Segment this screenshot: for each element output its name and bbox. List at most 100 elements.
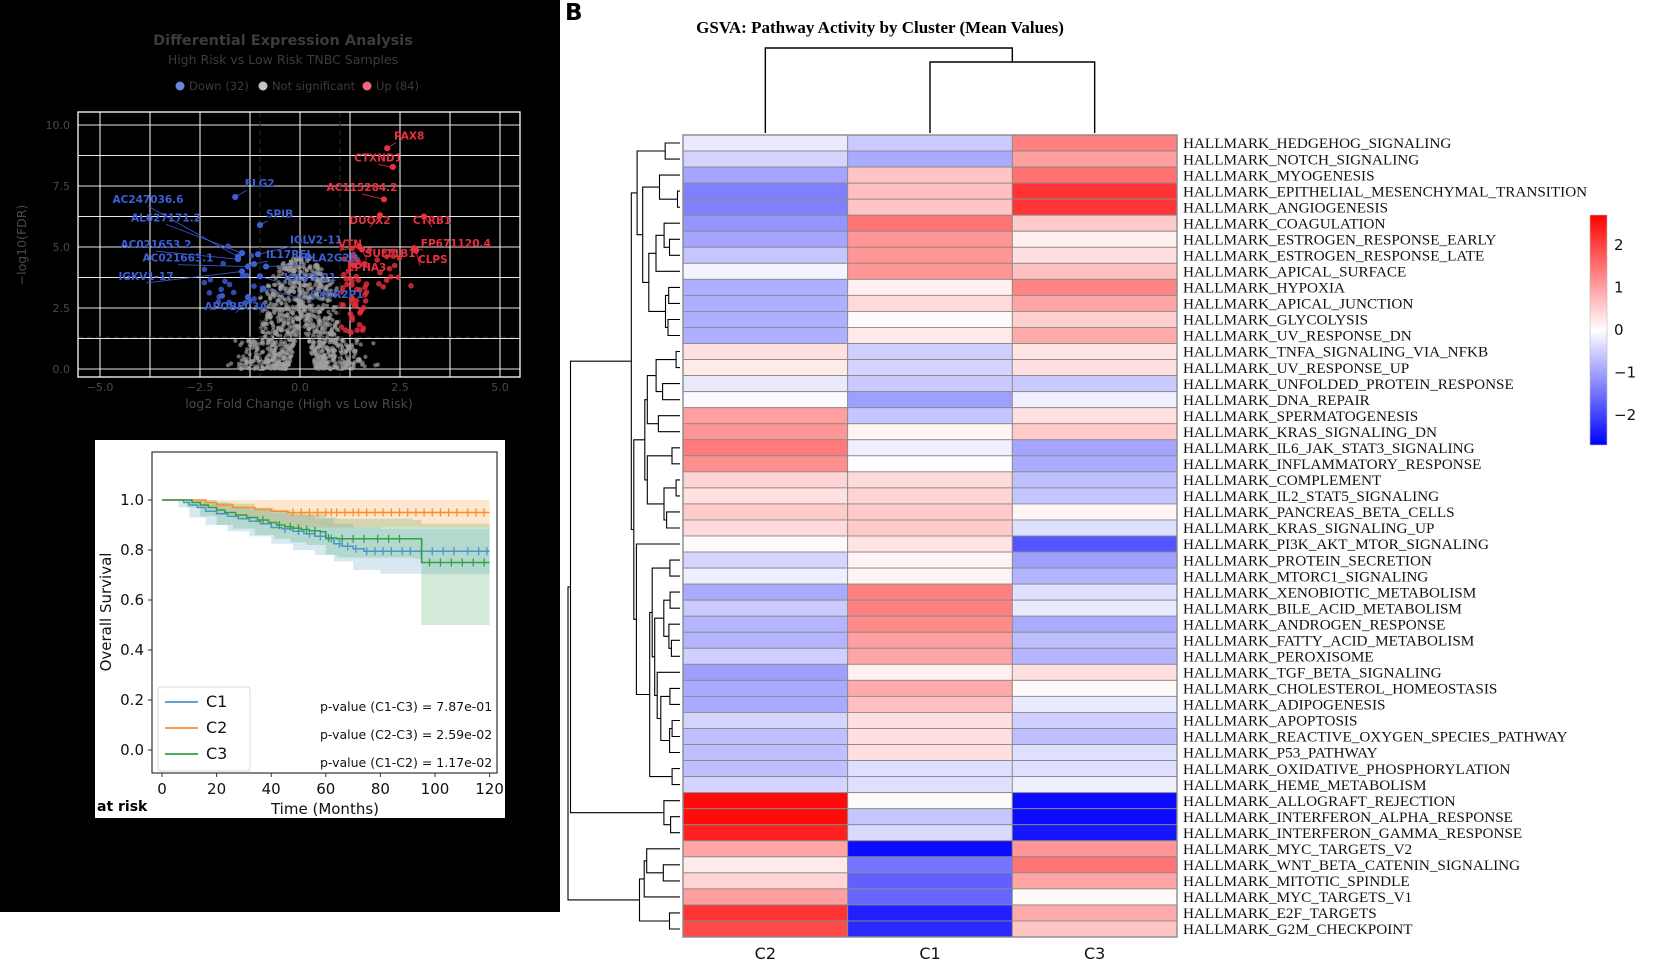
- heatmap-cell: [847, 439, 1013, 457]
- pathway-label: HALLMARK_HEDGEHOG_SIGNALING: [1183, 135, 1451, 152]
- x-tick: 0.0: [291, 381, 309, 394]
- pathway-label: HALLMARK_UV_RESPONSE_DN: [1183, 328, 1412, 345]
- colorbar: [1589, 214, 1608, 446]
- gene-point: [234, 256, 242, 263]
- heatmap-cell: [847, 679, 1013, 697]
- pathway-label: HALLMARK_EPITHELIAL_MESENCHYMAL_TRANSITI…: [1183, 183, 1587, 200]
- heatmap-cell: [682, 439, 849, 457]
- gene-label: AC247036.6: [113, 194, 184, 206]
- km-x-tick: 100: [421, 780, 450, 798]
- gene-point: [232, 193, 239, 201]
- heatmap-cell: [1011, 294, 1178, 312]
- pathway-label: HALLMARK_APICAL_JUNCTION: [1183, 296, 1413, 313]
- pathway-label: HALLMARK_PANCREAS_BETA_CELLS: [1183, 504, 1455, 521]
- km-pvalue: p-value (C1-C2) = 1.17e-02: [320, 755, 492, 770]
- heatmap-cell: [1011, 278, 1178, 296]
- gene-label: EPHA3: [347, 262, 386, 274]
- heatmap-cell: [847, 856, 1013, 874]
- heatmap-cell: [682, 663, 849, 681]
- heatmap-cell: [1011, 439, 1178, 457]
- heatmap-cell: [1011, 663, 1178, 681]
- heatmap-cell: [682, 230, 849, 248]
- km-pvalue: p-value (C2-C3) = 2.59e-02: [320, 727, 492, 742]
- heatmap-cell: [1011, 503, 1178, 521]
- heatmap-cell: [682, 182, 849, 200]
- heatmap-cell: [1011, 679, 1178, 697]
- km-plot-panel: 1.0 0.8 0.6 0.4 0.2 0.0 0 20 40 60 80 100 120 Time (M…: [95, 440, 505, 818]
- heatmap-cell: [1011, 599, 1178, 617]
- heatmap-cell: [847, 278, 1013, 296]
- heatmap-cell: [682, 166, 849, 184]
- pathway-label: HALLMARK_BILE_ACID_METABOLISM: [1183, 600, 1462, 617]
- pathway-label: HALLMARK_APICAL_SURFACE: [1183, 264, 1406, 281]
- heatmap-cell: [847, 487, 1013, 505]
- km-x-tick: 40: [262, 780, 281, 798]
- heatmap-cell: [847, 647, 1013, 665]
- pathway-label: HALLMARK_WNT_BETA_CATENIN_SIGNALING: [1183, 857, 1520, 874]
- pathway-label: HALLMARK_REACTIVE_OXYGEN_SPECIES_PATHWAY: [1183, 729, 1568, 746]
- pathway-label: HALLMARK_MYOGENESIS: [1183, 167, 1375, 184]
- at-risk-label: at risk: [97, 799, 148, 815]
- cluster-label: C2: [755, 944, 776, 963]
- heatmap-cell: [682, 198, 849, 216]
- volcano-subtitle: High Risk vs Low Risk TNBC Samples: [168, 52, 398, 67]
- heatmap-cell: [847, 327, 1013, 344]
- gene-point: [238, 250, 246, 257]
- heatmap-cell: [847, 471, 1013, 489]
- heatmap-cell: [1011, 359, 1178, 377]
- heatmap-cell: [1011, 792, 1178, 810]
- heatmap-cell: [1011, 615, 1178, 633]
- heatmap-cell: [682, 246, 849, 264]
- volcano-xlabel: log2 Fold Change (High vs Low Risk): [185, 396, 412, 411]
- km-y-tick: 0.8: [120, 541, 144, 559]
- heatmap-cell: [682, 471, 849, 489]
- gene-point: [376, 212, 384, 219]
- heatmap-cell: [847, 375, 1013, 393]
- legend-marker: [175, 81, 185, 91]
- pathway-label: HALLMARK_DNA_REPAIR: [1183, 392, 1371, 409]
- pathway-label: HALLMARK_UNFOLDED_PROTEIN_RESPONSE: [1183, 376, 1514, 393]
- volcano-plot: FLG2 AC247036.6 AL627171.2 SPIB AC021653.2 IG…: [14, 33, 521, 411]
- gene-point: [244, 293, 252, 301]
- km-curve-C2: [162, 499, 490, 514]
- y-tick: 5.0: [53, 241, 71, 254]
- pathway-label: HALLMARK_ANGIOGENESIS: [1183, 199, 1388, 216]
- heatmap-cell: [847, 198, 1013, 216]
- km-x-tick: 60: [316, 780, 335, 798]
- gene-label: IGKV1-17: [118, 271, 173, 283]
- heatmap-cell: [1011, 487, 1178, 505]
- heatmap-cell: [847, 728, 1013, 745]
- heatmap-cell: [682, 711, 849, 729]
- gene-point: [244, 263, 252, 270]
- heatmap-cell: [682, 760, 849, 778]
- heatmap-cell: [1011, 856, 1178, 874]
- pathway-label: HALLMARK_COMPLEMENT: [1183, 472, 1382, 489]
- pathway-label: HALLMARK_KRAS_SIGNALING_UP: [1183, 520, 1434, 537]
- heatmap-cell: [682, 375, 849, 393]
- gene-point: [260, 285, 267, 292]
- pathway-label: HALLMARK_MYC_TARGETS_V1: [1183, 889, 1412, 906]
- heatmap-cell: [682, 599, 849, 617]
- pathway-label: HALLMARK_INTERFERON_ALPHA_RESPONSE: [1183, 809, 1513, 826]
- heatmap-cell: [682, 519, 849, 537]
- heatmap-cell: [847, 567, 1013, 585]
- heatmap-cell: [682, 551, 849, 569]
- heatmap-cell: [1011, 551, 1178, 569]
- heatmap-cell: [1011, 423, 1178, 441]
- heatmap-cell: [682, 294, 849, 312]
- km-x-tick: 80: [371, 780, 390, 798]
- heatmap-cell: [682, 278, 849, 296]
- heatmap-cell: [1011, 776, 1178, 794]
- heatmap-cell: [847, 824, 1013, 842]
- heatmap-cell: [682, 840, 849, 858]
- pathway-label: HALLMARK_SPERMATOGENESIS: [1183, 408, 1418, 425]
- heatmap-cell: [847, 294, 1013, 312]
- colorbar-tick: 0: [1614, 321, 1624, 339]
- heatmap-cell: [1011, 631, 1178, 649]
- heatmap-cell: [847, 904, 1013, 922]
- heatmap-cell: [847, 888, 1013, 906]
- panel-b-label: B: [565, 0, 583, 26]
- heatmap-cell: [682, 872, 849, 890]
- gene-point: [380, 196, 388, 203]
